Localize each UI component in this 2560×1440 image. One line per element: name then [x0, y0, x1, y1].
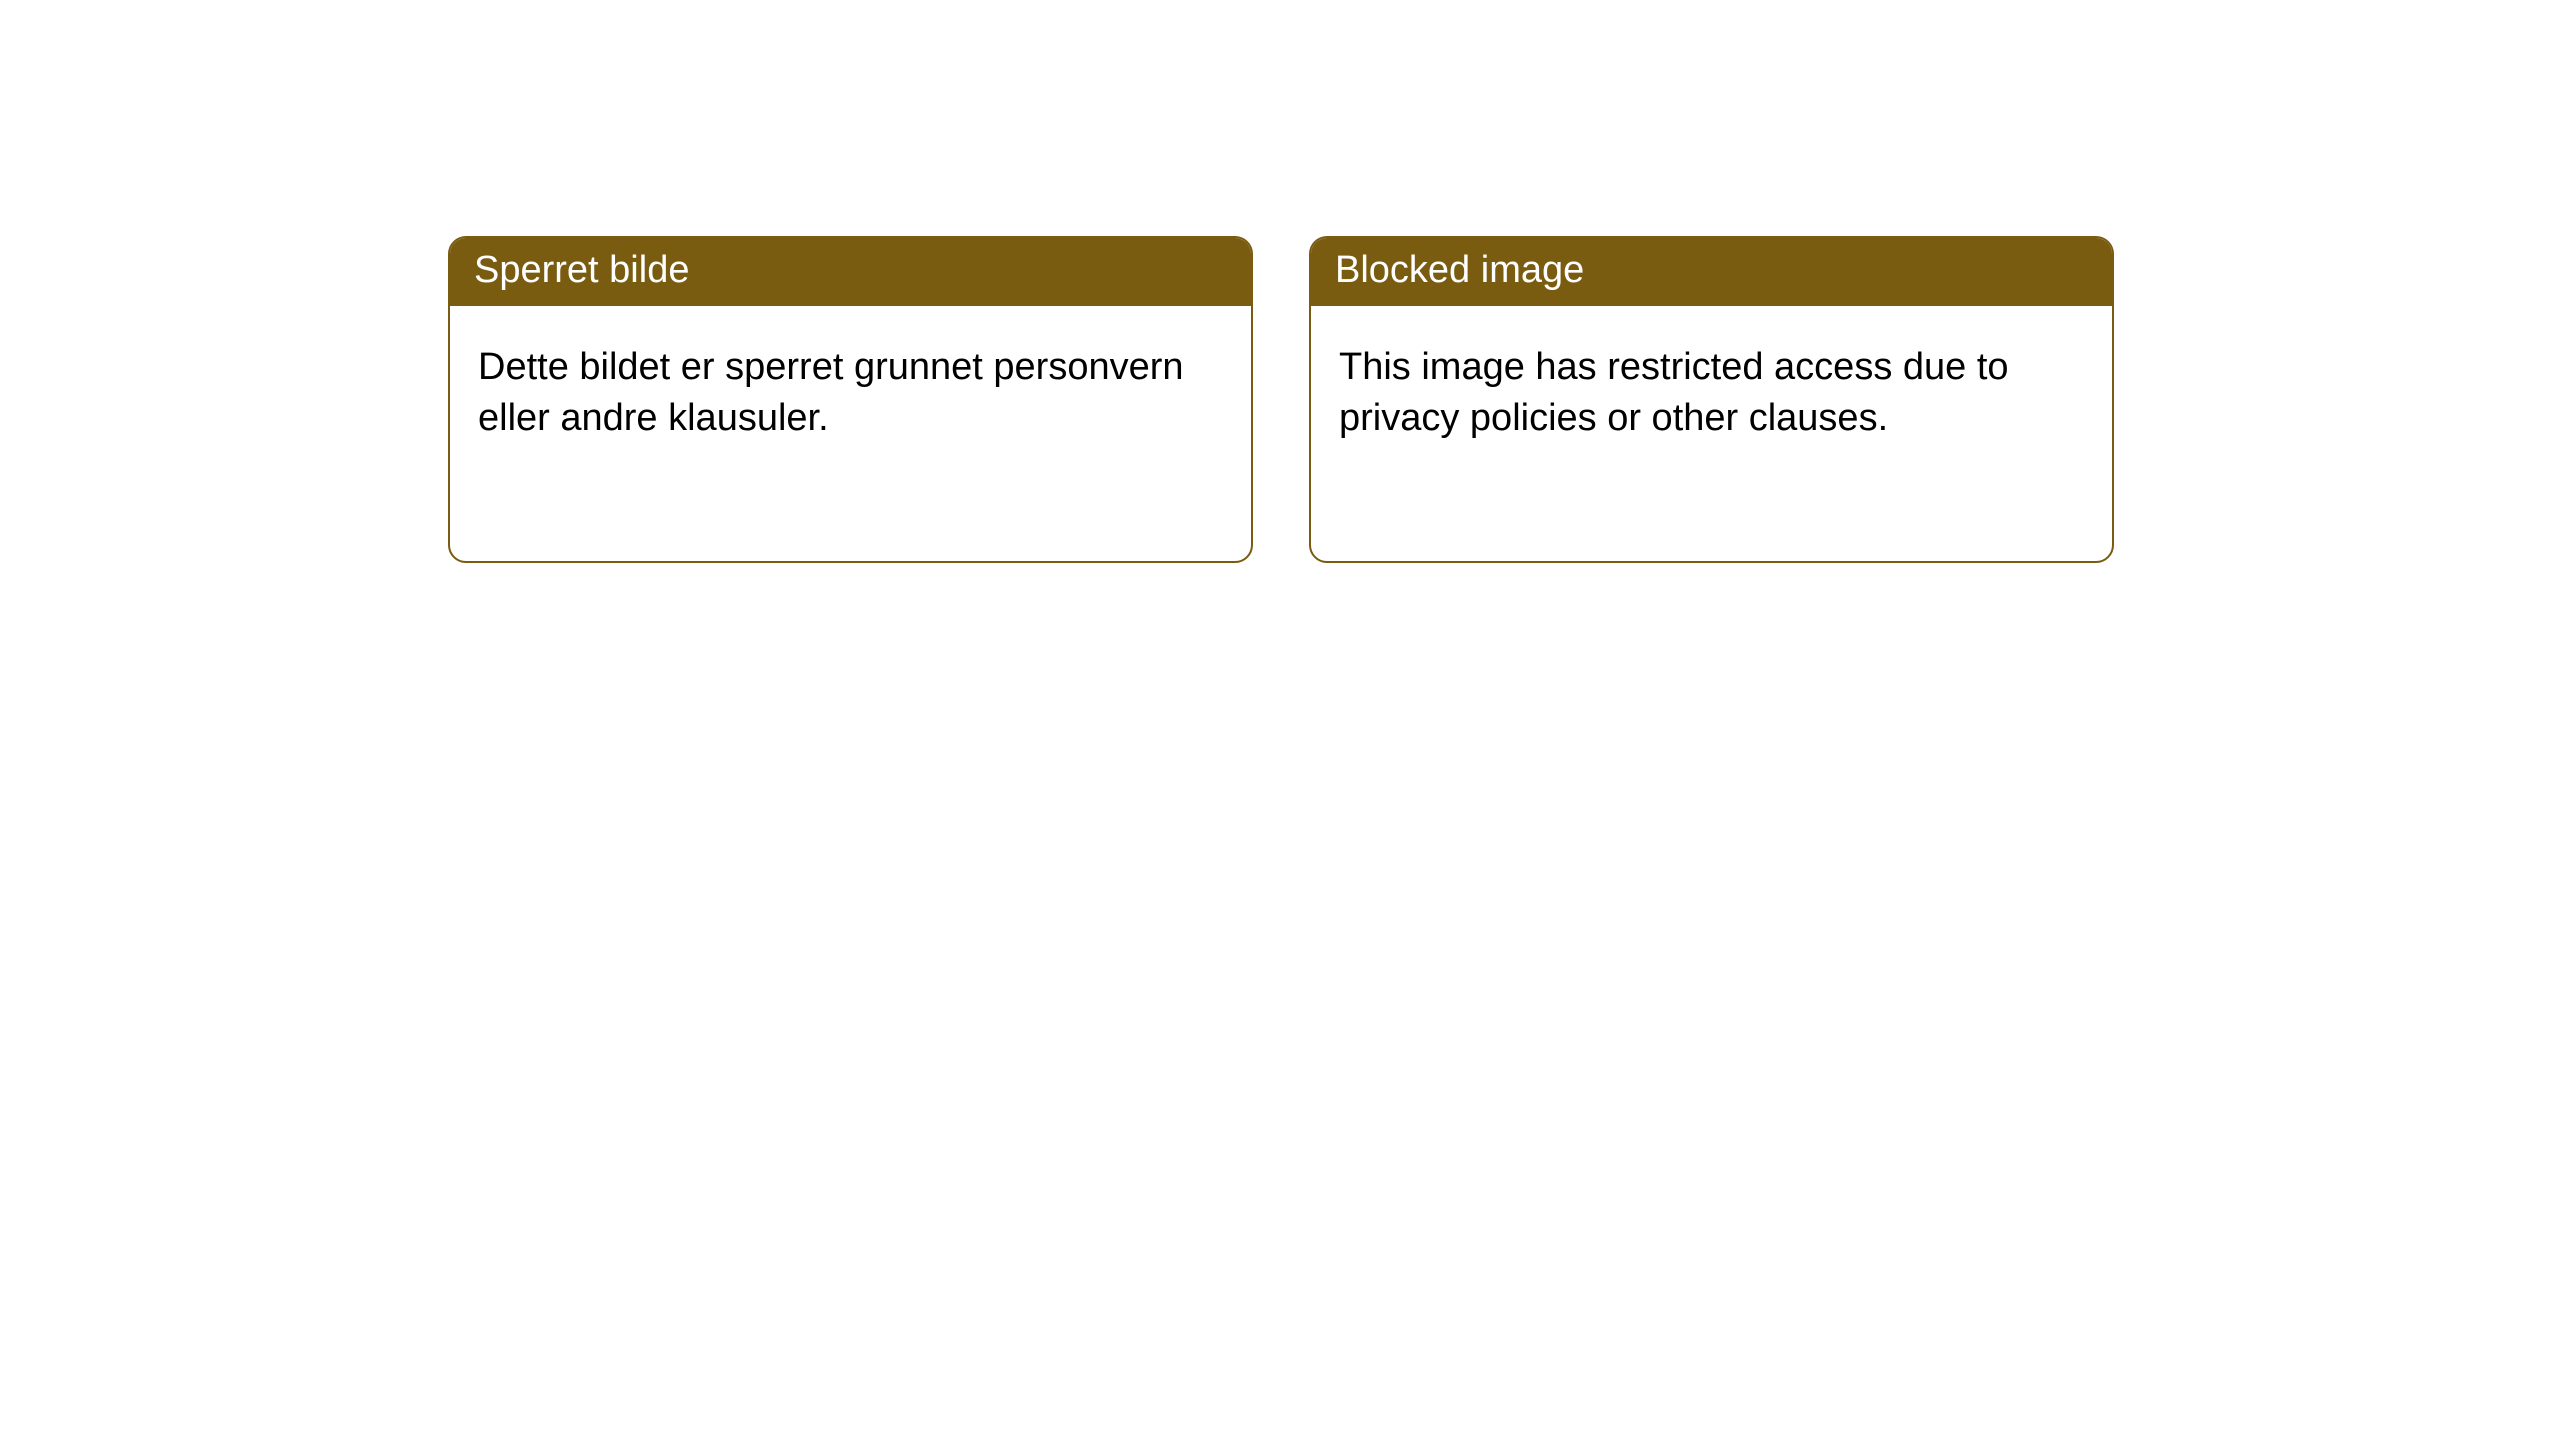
card-body: Dette bildet er sperret grunnet personve… [450, 306, 1251, 561]
notice-card-norwegian: Sperret bilde Dette bildet er sperret gr… [448, 236, 1253, 563]
notice-card-english: Blocked image This image has restricted … [1309, 236, 2114, 563]
notice-cards-container: Sperret bilde Dette bildet er sperret gr… [448, 236, 2560, 563]
card-header: Sperret bilde [450, 238, 1251, 306]
card-header: Blocked image [1311, 238, 2112, 306]
card-body: This image has restricted access due to … [1311, 306, 2112, 561]
